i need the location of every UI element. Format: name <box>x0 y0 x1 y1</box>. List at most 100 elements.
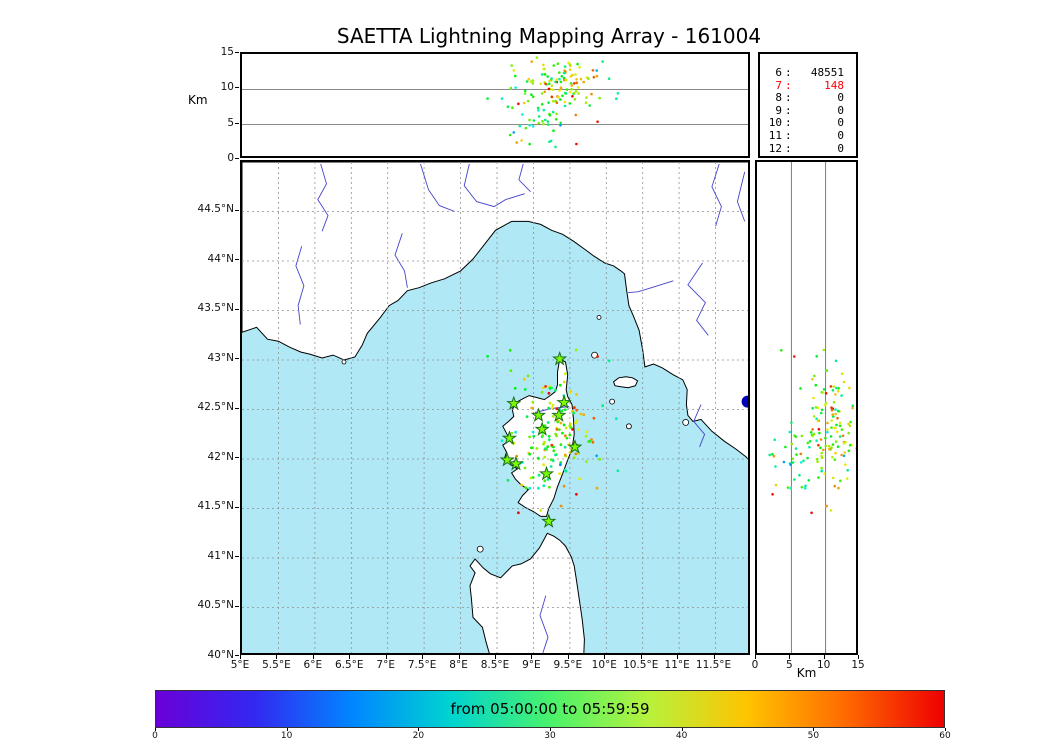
source-dot <box>800 434 804 438</box>
source-dot <box>541 120 544 123</box>
source-dot <box>543 455 547 459</box>
lon-tick-mark <box>422 655 424 659</box>
source-dot <box>840 428 844 431</box>
station-star-icon <box>541 513 557 528</box>
river <box>539 595 549 653</box>
source-dot <box>614 417 618 421</box>
source-dot <box>531 400 535 404</box>
source-dot <box>811 406 814 410</box>
station-star-icon <box>530 407 547 422</box>
source-dot <box>561 94 564 98</box>
lon-tick-label: 10.5°E <box>623 659 659 671</box>
source-dot <box>554 80 557 84</box>
source-dot <box>535 447 539 450</box>
source-dot <box>558 472 561 475</box>
station-star-icon <box>538 465 555 481</box>
source-dot <box>521 113 524 116</box>
source-dot <box>584 434 588 438</box>
lon-tick-mark <box>458 655 460 659</box>
source-dot <box>840 394 843 397</box>
source-dot <box>559 124 562 127</box>
stats-colon: : <box>785 128 792 142</box>
source-dot <box>813 374 816 378</box>
source-dot <box>826 428 829 431</box>
source-dot <box>547 82 551 86</box>
source-dot <box>514 86 517 89</box>
source-dot <box>851 406 854 410</box>
source-dot <box>808 440 812 443</box>
stats-count: 0 <box>837 103 844 117</box>
source-dot <box>616 469 620 473</box>
source-dot <box>555 434 558 438</box>
source-dot <box>835 386 838 390</box>
map-plot <box>242 162 748 653</box>
stats-count: 148 <box>824 78 844 92</box>
source-dot <box>855 447 856 450</box>
source-dot <box>548 485 551 489</box>
source-dot <box>574 73 577 76</box>
stats-count: 0 <box>837 91 844 105</box>
source-dot <box>556 62 560 65</box>
source-dot <box>816 460 819 464</box>
source-dot <box>768 453 771 457</box>
source-dot <box>486 354 489 358</box>
source-dot <box>563 445 567 449</box>
source-dot <box>799 461 803 464</box>
source-dot <box>819 438 823 441</box>
source-dot <box>551 459 555 463</box>
map-panel <box>240 160 750 655</box>
source-dot <box>542 463 545 467</box>
source-dot <box>826 421 829 425</box>
source-dot <box>590 438 593 441</box>
source-dot <box>839 479 842 483</box>
stats-colon: : <box>785 141 792 155</box>
source-dot <box>810 511 813 515</box>
source-dot <box>829 385 833 388</box>
lon-tick-mark <box>312 655 314 659</box>
source-dot <box>517 102 520 106</box>
source-dot <box>526 374 530 378</box>
time-colorbar: from 05:00:00 to 05:59:59 <box>155 690 945 728</box>
source-dot <box>546 123 550 126</box>
source-count-box: 6: 48551 7: 148 8: 0 9: 0 10: 0 11: 0 12: 0 <box>758 52 858 158</box>
source-dot <box>557 428 561 431</box>
source-dot <box>598 457 602 461</box>
source-dot <box>562 380 566 384</box>
source-dot <box>528 486 532 490</box>
river <box>736 171 746 222</box>
source-dot <box>508 348 512 352</box>
source-dot <box>807 479 811 482</box>
source-dot <box>788 430 792 434</box>
source-dot <box>826 430 829 434</box>
source-dot <box>838 435 842 438</box>
source-dot <box>595 454 599 458</box>
source-dot <box>506 478 510 482</box>
stats-colon: : <box>785 103 792 117</box>
source-dot <box>582 80 585 84</box>
source-dot <box>795 453 798 456</box>
source-dot <box>552 449 556 453</box>
source-dot <box>543 479 547 483</box>
source-dot <box>794 447 798 450</box>
source-dot <box>831 476 835 480</box>
altitude-latitude-panel <box>755 160 858 655</box>
source-dot <box>843 451 847 454</box>
source-dot <box>543 447 547 450</box>
source-dot <box>575 142 578 146</box>
source-dot <box>564 78 568 82</box>
stats-row: 6: 48551 <box>760 66 856 80</box>
source-dot <box>595 74 599 78</box>
source-dot <box>544 82 547 86</box>
source-dot <box>590 92 593 96</box>
source-dot <box>561 431 564 435</box>
source-dot <box>842 380 846 384</box>
source-dot <box>831 443 835 446</box>
source-dot <box>557 95 560 99</box>
river <box>420 163 455 212</box>
lat-tick-mark <box>235 259 239 260</box>
source-dot <box>535 56 539 59</box>
stats-colon: : <box>785 66 792 79</box>
source-dot <box>515 141 518 144</box>
lat-tick-label: 43.5°N <box>197 302 234 314</box>
